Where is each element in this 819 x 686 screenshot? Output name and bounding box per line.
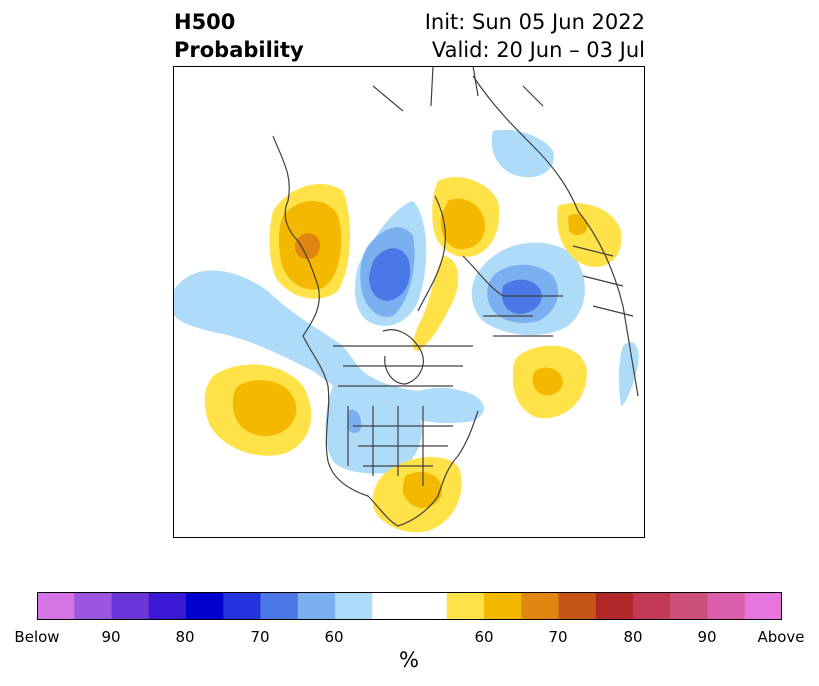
colorbar [37, 592, 782, 620]
below-mid-conus [347, 409, 362, 434]
below-region-east-asia [618, 342, 639, 406]
tick-label: 90 [697, 628, 717, 646]
colorbar-segment [186, 592, 224, 620]
colorbar-unit: % [399, 648, 419, 672]
above-mid-arctic [440, 198, 486, 250]
above-normal-shading [204, 177, 622, 533]
colorbar-segment [74, 592, 112, 620]
colorbar-segment [707, 592, 746, 620]
colorbar-segment [148, 592, 187, 620]
colorbar-segment [521, 592, 559, 620]
valid-range: Valid: 20 Jun – 03 Jul [431, 38, 645, 62]
colorbar-segment [446, 592, 485, 620]
tick-label: Above [757, 628, 805, 646]
colorbar-segment [37, 592, 75, 620]
colorbar-segment [260, 592, 299, 620]
init-date: Init: Sun 05 Jun 2022 [424, 10, 645, 34]
coastlines [272, 66, 639, 527]
above-mid-west-pacific [532, 367, 563, 396]
above-mid-pacific [233, 380, 297, 436]
colorbar-segment [297, 592, 336, 620]
colorbar-segment [744, 592, 782, 620]
below-region-great-lakes [414, 387, 478, 419]
colorbar-segment [409, 592, 448, 620]
tick-label: 60 [324, 628, 344, 646]
colorbar-segment [111, 592, 150, 620]
tick-label: 60 [474, 628, 494, 646]
colorbar-segment [335, 592, 373, 620]
above-mid-southeast-us [402, 472, 442, 508]
below-region-alaska-pacific [173, 270, 484, 423]
map-title-right: Init: Sun 05 Jun 2022 Valid: 20 Jun – 03… [425, 8, 645, 64]
above-core-alaska [294, 233, 321, 260]
tick-label: 80 [175, 628, 195, 646]
variable-subtitle: Probability [174, 38, 304, 62]
tick-label: 70 [548, 628, 568, 646]
tick-label: 70 [250, 628, 270, 646]
below-core-canada [368, 248, 411, 301]
colorbar-segment [670, 592, 708, 620]
tick-label: Below [14, 628, 60, 646]
below-region-siberia [491, 129, 554, 178]
colorbar-segment [633, 592, 671, 620]
colorbar-segment [558, 592, 597, 620]
colorbar-segment [372, 592, 410, 620]
map-title-left: H500 Probability [174, 8, 304, 64]
tick-label: 80 [623, 628, 643, 646]
colorbar-segment [223, 592, 261, 620]
variable-name: H500 [174, 10, 236, 34]
probability-map [173, 66, 645, 538]
above-region-arctic-tail [412, 256, 459, 351]
colorbar-segment [484, 592, 522, 620]
colorbar-segment [595, 592, 634, 620]
below-core-europe [501, 279, 542, 314]
above-mid-asia [568, 214, 588, 236]
colorbar-outline [37, 592, 782, 620]
tick-label: 90 [101, 628, 121, 646]
